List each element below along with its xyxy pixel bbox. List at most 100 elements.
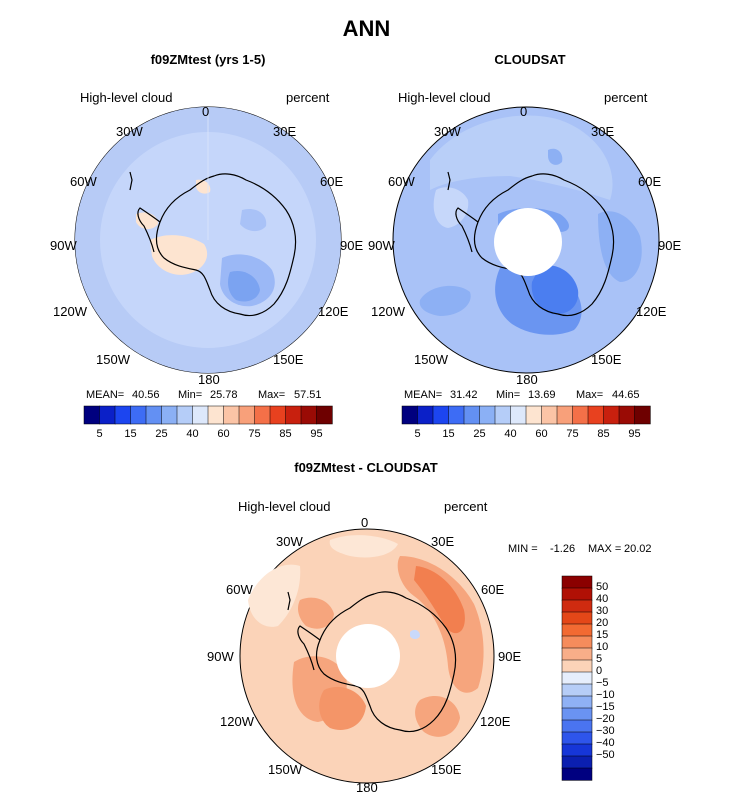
panel-model-lon-90e: 90E <box>340 238 364 253</box>
colorbar-tick-label: 20 <box>596 617 609 629</box>
diff-patch-orange-ne-core <box>414 566 465 634</box>
cloud-patch-blue-spot <box>548 148 563 165</box>
colorbar-tick-label: 75 <box>248 428 261 440</box>
panel-model-lon-120e: 120E <box>318 304 349 319</box>
panel-obs-lon-120e: 120E <box>636 304 667 319</box>
cloud-patch-peach-west <box>150 235 208 275</box>
colorbar-swatch <box>561 635 593 649</box>
panel-diff-min-value: -1.26 <box>550 543 576 555</box>
cloud-patch-west-band <box>419 285 471 316</box>
panel-obs-min-value: 13.69 <box>528 389 556 401</box>
panel-model-lon-90w: 90W <box>50 238 77 253</box>
antarctic-peninsula <box>137 207 161 253</box>
colorbar-tick-label: 75 <box>566 428 579 440</box>
panel-diff-lon-90w: 90W <box>207 649 234 664</box>
colorbar-tick-label: −30 <box>596 725 615 737</box>
cloud-patch-east-inner <box>228 270 260 302</box>
panel-obs-lon-30w: 30W <box>434 124 461 139</box>
panel-obs-mean-label: MEAN= <box>404 389 443 401</box>
panel-model-lon-30w: 30W <box>116 124 143 139</box>
panel-obs-mean-value: 31.42 <box>450 389 478 401</box>
panel-obs-max-label: Max= <box>576 389 604 401</box>
panel-diff-lon-120e: 120E <box>480 714 511 729</box>
panel-diff-title: f09ZMtest - CLOUDSAT <box>294 460 438 475</box>
diff-patch-pale-west <box>248 564 301 627</box>
panel-model-max-label: Max= <box>258 389 286 401</box>
diff-patch-orange-mid <box>298 597 334 629</box>
colorbar-tick-label: 40 <box>596 593 609 605</box>
colorbar-swatch <box>561 719 593 733</box>
colorbar-swatch <box>561 599 593 613</box>
south-america-tip <box>447 171 451 191</box>
panel-obs-var-label: High-level cloud <box>398 90 491 105</box>
south-america-tip <box>129 171 133 191</box>
antarctica-coastline <box>315 591 457 733</box>
colorbar-tick-label: 40 <box>186 428 199 440</box>
panel-model-lon-150e: 150E <box>273 352 304 367</box>
panel-diff-max-label: MAX = <box>588 543 622 555</box>
panel-model-min-value: 25.78 <box>210 389 238 401</box>
colorbar-tick-label: 85 <box>279 428 292 440</box>
panel-diff-lon-180: 180 <box>356 780 378 795</box>
panel-model-lon-150w: 150W <box>96 352 130 367</box>
colorbar-tick-label: 15 <box>442 428 455 440</box>
panel-diff-lon-60w: 60W <box>226 582 253 597</box>
panel-diff-lon-90e: 90E <box>498 649 522 664</box>
panel-obs-colorbar <box>401 405 651 425</box>
panel-diff-min-label: MIN = <box>508 543 538 555</box>
panel-obs-lon-150e: 150E <box>591 352 622 367</box>
panel-model-lon-0: 0 <box>202 104 210 119</box>
colorbar-tick-label: 95 <box>310 428 323 440</box>
colorbar-tick-label: 10 <box>596 641 609 653</box>
panel-model-lon-180: 180 <box>198 372 220 387</box>
south-america-tip <box>287 591 291 611</box>
colorbar-swatch <box>561 647 593 661</box>
panel-model-var-label: High-level cloud <box>80 90 173 105</box>
polar-data-gap <box>494 208 562 276</box>
panel-obs-lon-60w: 60W <box>388 174 415 189</box>
polar-data-gap <box>336 624 400 688</box>
colorbar-swatch <box>561 683 593 697</box>
colorbar-tick-label: −20 <box>596 713 615 725</box>
panel-obs-lon-30e: 30E <box>591 124 615 139</box>
panel-diff-colorbar-labels: 50 40 30 20 15 10 5 0 −5 −10 −15 −20 −30 −40 −50 <box>596 576 646 780</box>
panel-model-units: percent <box>286 90 330 105</box>
cloud-patch-light-west <box>433 187 469 228</box>
panel-diff-lon-0: 0 <box>361 515 369 530</box>
panel-obs-lon-60e: 60E <box>638 174 662 189</box>
colorbar-swatch <box>316 405 333 425</box>
panel-model-lon-120w: 120W <box>53 304 87 319</box>
colorbar-tick-label: 5 <box>96 428 103 440</box>
panel-model-max-value: 57.51 <box>294 389 322 401</box>
antarctic-peninsula <box>297 625 321 671</box>
panel-diff-lon-120w: 120W <box>220 714 254 729</box>
panel-model-mean-value: 40.56 <box>132 389 160 401</box>
panel-model-lon-60e: 60E <box>320 174 344 189</box>
panel-diff-lon-30w: 30W <box>276 534 303 549</box>
panel-model-lon-30e: 30E <box>273 124 297 139</box>
colorbar-tick-label: 40 <box>504 428 517 440</box>
panel-diff-lon-150e: 150E <box>431 762 462 777</box>
panel-obs-min-label: Min= <box>496 389 521 401</box>
colorbar-tick-label: 0 <box>596 665 603 677</box>
colorbar-tick-label: −40 <box>596 737 615 749</box>
colorbar-tick-label: 85 <box>597 428 610 440</box>
colorbar-tick-label: 5 <box>414 428 421 440</box>
colorbar-tick-label: 25 <box>473 428 486 440</box>
panel-obs-max-value: 44.65 <box>612 389 640 401</box>
colorbar-swatch <box>561 611 593 625</box>
panel-obs-lon-150w: 150W <box>414 352 448 367</box>
colorbar-tick-label: 25 <box>155 428 168 440</box>
cloud-patch-north <box>240 208 267 232</box>
panel-model-min-label: Min= <box>178 389 203 401</box>
colorbar-tick-label: −5 <box>596 677 609 689</box>
panel-diff-units: percent <box>444 499 488 514</box>
diff-patch-blue-spot <box>410 629 420 639</box>
panel-model-title: f09ZMtest (yrs 1-5) <box>150 52 266 67</box>
panel-diff-var-label: High-level cloud <box>238 499 331 514</box>
colorbar-swatch <box>561 731 593 745</box>
colorbar-swatch <box>561 695 593 709</box>
